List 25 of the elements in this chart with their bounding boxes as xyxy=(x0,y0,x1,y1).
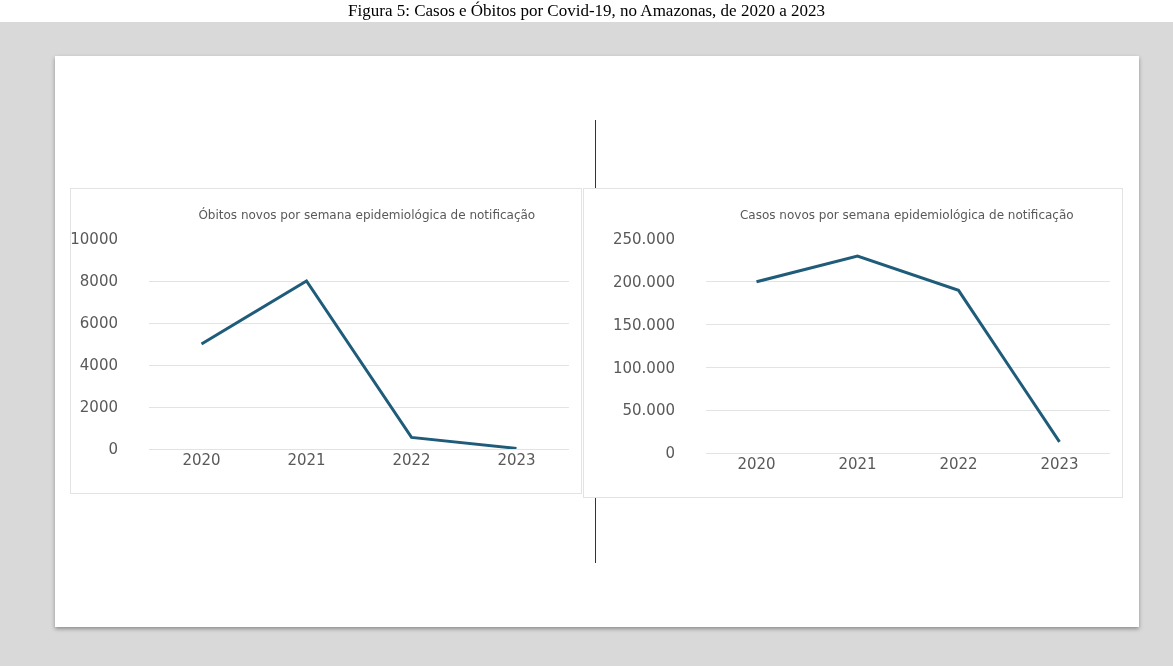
y-tick-label: 8000 xyxy=(79,272,118,291)
y-tick-label: 2000 xyxy=(79,398,118,417)
y-tick-label: 6000 xyxy=(79,314,118,333)
y-tick-label: 50.000 xyxy=(622,401,675,420)
line-series xyxy=(755,254,1061,444)
y-tick-label: 200.000 xyxy=(612,273,675,292)
x-tick-label: 2020 xyxy=(182,451,221,469)
y-tick-label: 0 xyxy=(665,444,675,463)
chart-title: Casos novos por semana epidemiológica de notificação xyxy=(739,207,1074,222)
y-tick-label: 100.000 xyxy=(612,358,675,377)
x-tick-label: 2022 xyxy=(939,455,978,473)
x-tick-label: 2023 xyxy=(1040,455,1079,473)
x-tick-label: 2022 xyxy=(392,451,431,469)
text: Figura 5: Casos e Óbitos por Covid-19, no Amazonas, de 2020 a 2023 xyxy=(347,0,826,21)
y-tick-label: 0 xyxy=(108,440,118,459)
x-tick-label: 2023 xyxy=(497,451,536,469)
y-tick-label: 4000 xyxy=(79,356,118,375)
x-tick-label: 2020 xyxy=(737,455,776,473)
y-tick-label: 250.000 xyxy=(612,230,675,249)
y-tick-label: 10000 xyxy=(70,230,118,249)
x-tick-label: 2021 xyxy=(838,455,877,473)
x-tick-label: 2021 xyxy=(287,451,326,469)
y-tick-label: 150.000 xyxy=(612,315,675,334)
chart-title: Óbitos novos por semana epidemiológica de notificação xyxy=(198,206,536,222)
line-series xyxy=(200,279,518,449)
